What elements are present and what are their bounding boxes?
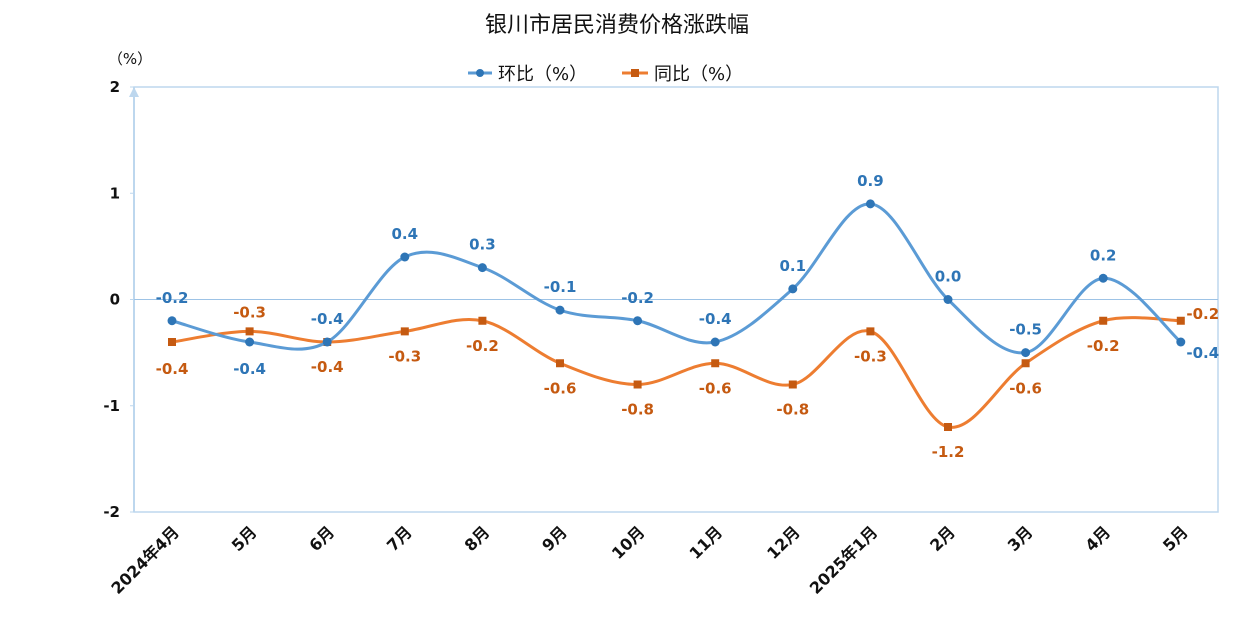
data-label-yoy: -0.6 (1009, 379, 1042, 397)
point-mom (710, 337, 720, 347)
point-yoy (866, 327, 875, 336)
point-mom (167, 316, 177, 326)
data-label-yoy: -0.2 (1186, 305, 1219, 323)
point-yoy (633, 380, 642, 389)
data-label-yoy: -1.2 (932, 443, 965, 461)
data-label-mom: 0.0 (935, 268, 962, 286)
y-tick-label: 2 (110, 78, 120, 96)
data-label-yoy: -0.4 (156, 360, 189, 378)
data-label-mom: -0.5 (1009, 321, 1042, 339)
legend-label-yoy: 同比（%） (654, 64, 743, 85)
data-label-mom: 0.9 (857, 172, 884, 190)
legend: 环比（%） 同比（%） (468, 64, 743, 85)
point-yoy (478, 316, 487, 325)
x-tick-label: 11月 (686, 522, 727, 563)
data-label-mom: -0.1 (544, 278, 577, 296)
legend-label-mom: 环比（%） (498, 64, 587, 85)
data-label-yoy: -0.8 (621, 401, 654, 419)
point-mom (477, 263, 487, 273)
data-label-yoy: -0.6 (544, 379, 577, 397)
x-axis: 2024年4月 5月 6月 7月 8月 9月 10月 11月 12月 2025年1月 2月 3月 4月 5… (107, 522, 1191, 597)
data-label-mom: 0.2 (1090, 246, 1117, 264)
point-mom (1098, 273, 1108, 283)
point-yoy (944, 423, 952, 431)
x-tick-label: 6月 (305, 522, 338, 555)
point-mom (245, 337, 255, 347)
x-tick-label: 7月 (383, 522, 416, 555)
point-mom (1176, 337, 1186, 347)
y-tick-label: -1 (103, 397, 120, 415)
data-label-mom: -0.2 (156, 289, 189, 307)
point-mom (1021, 348, 1031, 358)
data-label-yoy: -0.3 (854, 347, 887, 365)
x-tick-label: 5月 (228, 522, 261, 555)
point-yoy (711, 359, 720, 368)
point-mom (633, 316, 643, 326)
x-tick-label: 4月 (1081, 522, 1114, 555)
x-tick-label: 12月 (763, 522, 804, 563)
series-line-yoy (170, 316, 1183, 429)
legend-marker-mom (476, 69, 484, 77)
point-mom (943, 295, 953, 304)
data-label-mom: 0.4 (392, 225, 419, 243)
point-mom (865, 199, 875, 209)
legend-item-yoy: 同比（%） (622, 64, 743, 85)
point-yoy (788, 380, 797, 389)
y-unit-label: （%） (108, 50, 152, 68)
y-axis-arrow (129, 87, 139, 97)
data-label-yoy: -0.3 (233, 303, 266, 321)
point-mom (400, 252, 410, 262)
data-label-mom: -0.2 (621, 289, 654, 307)
y-tick-label: -2 (103, 503, 120, 521)
point-yoy (400, 327, 409, 336)
point-mom (322, 337, 332, 347)
y-tick-label: 1 (110, 184, 120, 202)
data-label-yoy: -0.8 (776, 401, 809, 419)
data-label-mom: -0.4 (1186, 344, 1219, 362)
point-yoy (245, 327, 254, 336)
x-tick-label: 2025年1月 (806, 522, 881, 597)
point-mom (555, 305, 565, 315)
data-label-mom: -0.4 (311, 310, 344, 328)
point-mom (788, 284, 798, 294)
y-axis: 2 1 0 -1 -2 (103, 78, 139, 521)
x-tick-label: 9月 (538, 522, 571, 555)
data-label-layer: -0.2 -0.4 -0.4 0.4 0.3 -0.1 -0.2 -0.4 0.1 0.9 0.0 -… (156, 172, 1220, 461)
x-tick-label: 8月 (461, 522, 494, 555)
legend-marker-yoy (631, 69, 639, 77)
chart-title: 银川市居民消费价格涨跌幅 (485, 13, 749, 38)
data-label-yoy: -0.6 (699, 379, 732, 397)
x-tick-label: 5月 (1159, 522, 1192, 555)
data-label-yoy: -0.2 (466, 337, 499, 355)
point-yoy (168, 338, 176, 346)
point-yoy (1021, 359, 1030, 368)
series-layer (167, 199, 1186, 431)
x-tick-label: 2024年4月 (107, 522, 182, 597)
data-label-mom: 0.1 (780, 257, 807, 275)
x-tick-label: 2月 (926, 522, 959, 555)
data-label-mom: 0.3 (469, 236, 496, 254)
point-yoy (1099, 316, 1108, 325)
x-tick-label: 10月 (608, 522, 649, 563)
data-label-mom: -0.4 (233, 360, 266, 378)
data-label-mom: -0.4 (699, 310, 732, 328)
legend-item-mom: 环比（%） (468, 64, 587, 85)
data-label-yoy: -0.3 (388, 347, 421, 365)
x-tick-label: 3月 (1004, 522, 1037, 555)
data-label-yoy: -0.4 (311, 358, 344, 376)
point-yoy (1176, 316, 1185, 325)
y-tick-label: 0 (110, 291, 120, 309)
point-yoy (556, 359, 564, 368)
data-label-yoy: -0.2 (1087, 337, 1120, 355)
